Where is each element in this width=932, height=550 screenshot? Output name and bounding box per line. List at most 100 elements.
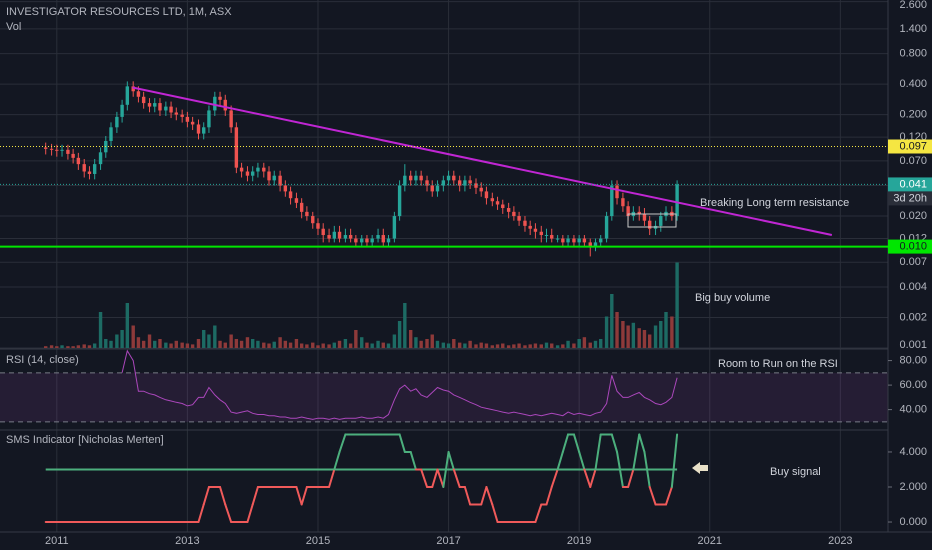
candle-body bbox=[245, 171, 250, 176]
volume-bar bbox=[49, 345, 54, 348]
y-tick-label: 0.004 bbox=[899, 281, 927, 293]
y-tick-label: 0.070 bbox=[899, 155, 927, 167]
volume-bar bbox=[348, 343, 353, 348]
volume-bar bbox=[87, 345, 92, 348]
sms-segment bbox=[589, 468, 597, 488]
volume-bar bbox=[463, 343, 467, 348]
candle-body bbox=[71, 153, 75, 158]
y-tick-label: 0.800 bbox=[899, 47, 927, 59]
candle-body bbox=[169, 106, 173, 113]
volume-bar bbox=[365, 342, 369, 348]
sms-segment bbox=[197, 503, 205, 524]
volume-bar bbox=[457, 342, 462, 348]
volume-bar bbox=[664, 312, 668, 348]
x-tick-label: 2017 bbox=[436, 535, 460, 547]
candle-body bbox=[229, 110, 233, 128]
candle-body bbox=[82, 164, 86, 172]
volume-bar bbox=[316, 345, 320, 348]
candle-body bbox=[647, 220, 652, 229]
countdown: 3d 20h bbox=[893, 192, 927, 204]
sms-segment bbox=[409, 450, 417, 471]
x-tick-label: 2015 bbox=[306, 535, 330, 547]
volume-bar bbox=[593, 340, 598, 348]
volume-bar bbox=[120, 330, 124, 348]
volume-bar bbox=[468, 340, 472, 348]
sms-segment bbox=[610, 433, 619, 453]
y-tick-label: 0.200 bbox=[899, 109, 927, 121]
volume-bar bbox=[544, 342, 549, 348]
candle-body bbox=[474, 183, 478, 188]
candle-body bbox=[332, 231, 337, 239]
price-level-box bbox=[888, 239, 932, 254]
y-tick-label: 0.020 bbox=[899, 210, 927, 222]
volume-bar bbox=[153, 340, 157, 348]
candle-body bbox=[425, 180, 429, 186]
candle-body bbox=[223, 99, 227, 111]
candle-body bbox=[321, 228, 325, 236]
sms-segment bbox=[638, 433, 646, 453]
volume-bar bbox=[141, 340, 146, 348]
price-level-box bbox=[888, 177, 932, 192]
candle-body bbox=[337, 231, 342, 239]
volume-bar bbox=[98, 312, 103, 348]
volume-bar bbox=[501, 343, 505, 348]
volume-bar bbox=[278, 337, 282, 348]
volume-bar bbox=[566, 340, 570, 348]
candle-body bbox=[153, 103, 157, 107]
annotation: Breaking Long term resistance bbox=[700, 197, 849, 209]
candle-body bbox=[207, 110, 211, 128]
volume-bar bbox=[425, 339, 429, 348]
volume-bar bbox=[158, 339, 162, 348]
volume-bar bbox=[55, 346, 59, 348]
volume-bar bbox=[223, 342, 227, 348]
candle-body bbox=[572, 238, 576, 243]
volume-bar bbox=[430, 334, 434, 348]
sms-segment bbox=[572, 433, 581, 453]
price-level-label: 0.041 bbox=[899, 178, 927, 190]
candle-body bbox=[659, 216, 663, 226]
grid bbox=[0, 0, 888, 532]
volume-bar bbox=[555, 345, 560, 348]
sms-segment bbox=[648, 485, 657, 506]
volume-bar bbox=[115, 334, 119, 348]
sms-segment bbox=[561, 433, 570, 453]
volume-bar bbox=[294, 339, 299, 348]
sms-segment bbox=[632, 433, 641, 471]
candle-body bbox=[294, 198, 299, 203]
volume-bar bbox=[311, 342, 315, 348]
sms-segment bbox=[431, 468, 439, 488]
sms-segment bbox=[583, 468, 592, 488]
sms-title: SMS Indicator [Nicholas Merten] bbox=[6, 434, 164, 446]
volume-bar bbox=[588, 342, 592, 348]
x-tick-label: 2021 bbox=[698, 535, 722, 547]
volume-bar bbox=[409, 330, 413, 348]
candle-body bbox=[637, 211, 641, 214]
volume-bar bbox=[343, 339, 348, 348]
candle-body bbox=[604, 216, 609, 239]
volume-bar bbox=[174, 340, 178, 348]
candle-body bbox=[218, 96, 222, 100]
x-tick-label: 2019 bbox=[567, 535, 591, 547]
sms-segment bbox=[643, 450, 651, 488]
volume-bar bbox=[82, 344, 86, 348]
candle-body bbox=[202, 127, 206, 134]
volume-bar bbox=[60, 345, 64, 348]
sms-segment bbox=[452, 468, 461, 488]
sms-tick-label: 0.000 bbox=[899, 516, 927, 528]
candle-body bbox=[120, 104, 124, 117]
price-level-box bbox=[888, 139, 932, 154]
sms-segment bbox=[665, 485, 673, 506]
volume-bar bbox=[512, 344, 516, 348]
sms-tick-label: 4.000 bbox=[899, 446, 927, 458]
candle-body bbox=[256, 167, 260, 172]
volume-bar bbox=[109, 340, 113, 348]
rsi-title: RSI (14, close) bbox=[6, 354, 79, 366]
candle-body bbox=[517, 216, 521, 221]
candle-body bbox=[299, 202, 304, 212]
sms-segment bbox=[333, 450, 341, 471]
candle-body bbox=[544, 235, 549, 237]
volume-bar bbox=[446, 343, 451, 348]
candle-body bbox=[196, 124, 201, 134]
candle-body bbox=[136, 91, 141, 97]
